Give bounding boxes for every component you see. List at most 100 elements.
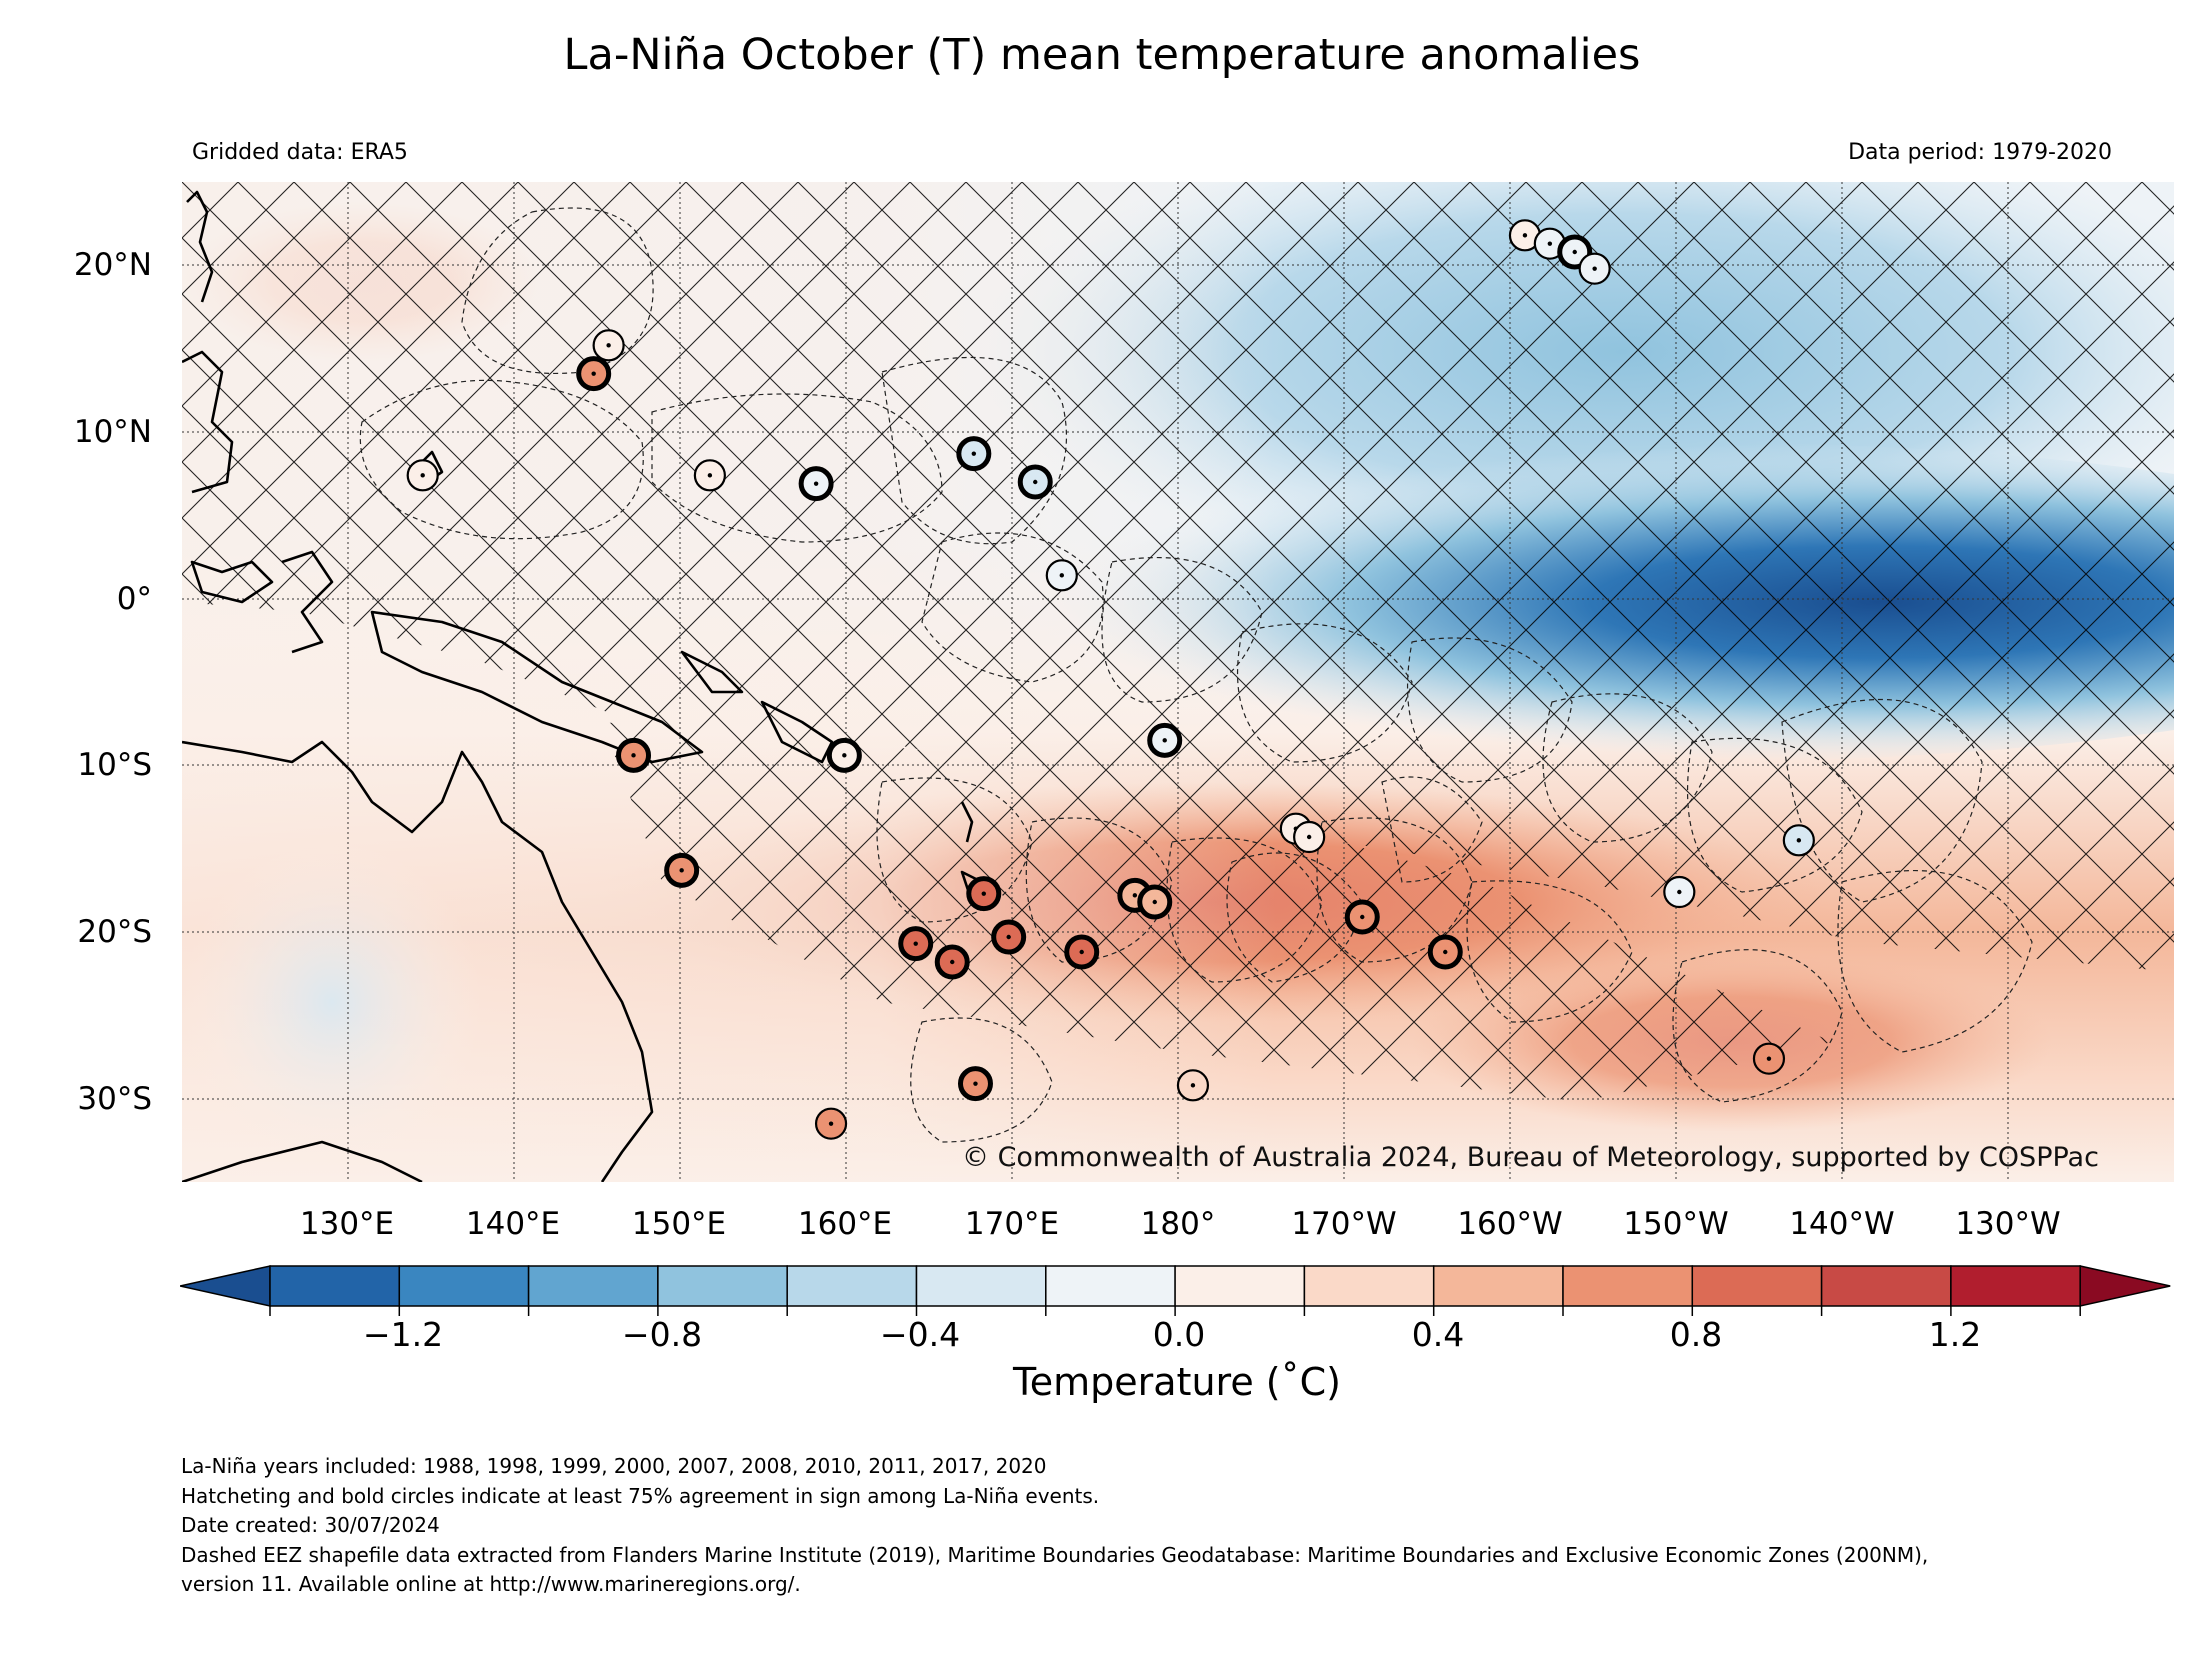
colorbar-cell — [1432, 1265, 1564, 1307]
station-island-dot — [1592, 266, 1597, 271]
taiwan-coast — [186, 190, 214, 303]
footnote-date: Date created: 30/07/2024 — [181, 1513, 440, 1537]
new-britain-coast — [680, 650, 744, 694]
station-island-dot — [679, 868, 684, 873]
lon-label-180: 180° — [1140, 1206, 1216, 1242]
colorbar-cell — [1820, 1265, 1952, 1307]
station-island-dot — [1360, 914, 1365, 920]
station-markers — [406, 219, 1815, 1140]
lon-label-150e: 150°E — [631, 1206, 727, 1242]
station-island-dot — [1677, 889, 1682, 895]
colorbar-label: Temperature (˚C) — [1013, 1360, 1341, 1404]
lat-label-0: 0° — [116, 581, 152, 617]
lat-label-30s: 30°S — [77, 1081, 152, 1117]
colorbar-cell — [527, 1265, 659, 1307]
station-island-dot — [1766, 1056, 1772, 1061]
colorbar-cell — [1950, 1265, 2081, 1307]
station-island-dot — [1006, 934, 1011, 940]
station-island-dot — [1152, 899, 1157, 905]
colorbar-tick-0.8: 0.8 — [1669, 1315, 1723, 1354]
colorbar-cell — [1045, 1265, 1176, 1307]
colorbar-cell — [1691, 1265, 1823, 1307]
station-island-dot — [981, 891, 986, 896]
lat-label-20s: 20°S — [77, 914, 152, 950]
station-island-dot — [1190, 1083, 1196, 1088]
lon-label-150w: 150°W — [1623, 1206, 1729, 1242]
station-island-dot — [950, 959, 955, 965]
colorbar-cell — [657, 1265, 788, 1307]
footnote-eez-url: version 11. Available online at http://w… — [181, 1572, 801, 1596]
colorbar-tick--0.8: −0.8 — [621, 1315, 703, 1354]
colorbar-cell — [398, 1265, 530, 1307]
colorbar-tick-1.2: 1.2 — [1928, 1315, 1982, 1354]
footnote-eez-source: Dashed EEZ shapefile data extracted from… — [181, 1542, 1929, 1567]
station-island-dot — [1522, 233, 1528, 238]
footnotes: La-Niña years included: 1988, 1998, 1999… — [181, 1452, 1928, 1600]
station-island-dot — [1572, 249, 1577, 255]
lon-label-130e: 130°E — [299, 1206, 395, 1242]
station-island-dot — [1547, 241, 1553, 246]
vanuatu-coast — [960, 801, 974, 843]
lon-label-140e: 140°E — [465, 1206, 561, 1242]
station-island-dot — [420, 473, 425, 478]
lon-label-170w: 170°W — [1291, 1206, 1397, 1242]
footnote-years: La-Niña years included: 1988, 1998, 1999… — [181, 1454, 1047, 1478]
station-island-dot — [842, 753, 847, 758]
station-island-dot — [1132, 893, 1138, 898]
solomon-coast — [760, 700, 834, 764]
lat-label-10s: 10°S — [77, 747, 152, 783]
sulawesi-coast — [281, 550, 334, 654]
colorbar-tick--0.4: −0.4 — [879, 1315, 961, 1354]
lon-label-170e: 170°E — [964, 1206, 1060, 1242]
colorbar-cell — [1562, 1265, 1694, 1307]
gridded-data-label: Gridded data: ERA5 — [192, 140, 408, 165]
colorbar-cell — [1174, 1265, 1306, 1307]
gridlines — [182, 182, 2174, 1182]
station-island-dot — [913, 941, 918, 946]
colorbar-cells — [180, 1265, 2171, 1316]
colorbar-extend-max — [2079, 1265, 2171, 1307]
colorbar-tick-0.0: 0.0 — [1152, 1315, 1206, 1354]
station-island-dot — [591, 371, 596, 376]
australia-south-coast — [182, 1140, 423, 1182]
copyright-credit: © Commonwealth of Australia 2024, Bureau… — [962, 1142, 2099, 1173]
station-island-dot — [971, 451, 977, 456]
station-island-dot — [1162, 738, 1167, 743]
station-island-dot — [1796, 838, 1802, 843]
colorbar-cell — [786, 1265, 918, 1307]
colorbar-extend-min — [180, 1265, 271, 1307]
new-guinea-coast — [370, 610, 704, 764]
lon-label-130w: 130°W — [1955, 1206, 2061, 1242]
lon-label-160w: 160°W — [1457, 1206, 1563, 1242]
page-title: La-Niña October (T) mean temperature ano… — [563, 30, 1641, 80]
lon-label-140w: 140°W — [1789, 1206, 1895, 1242]
australia-cool-patch — [182, 842, 482, 1162]
station-island-dot — [1306, 834, 1312, 840]
station-island-dot — [606, 343, 611, 348]
anomaly-map — [182, 182, 2174, 1182]
station-island-dot — [813, 481, 819, 486]
lat-label-20n: 20°N — [73, 247, 152, 283]
data-period-label: Data period: 1979-2020 — [1848, 140, 2112, 165]
colorbar-tick-0.4: 0.4 — [1411, 1315, 1465, 1354]
colorbar-cell — [1303, 1265, 1435, 1307]
lat-label-10n: 10°N — [73, 414, 152, 450]
colorbar-cell — [269, 1265, 401, 1307]
station-island-dot — [631, 753, 636, 758]
colorbar-tick--1.2: −1.2 — [362, 1315, 444, 1354]
station-island-dot — [973, 1081, 978, 1086]
colorbar — [180, 1265, 2171, 1316]
lon-label-160e: 160°E — [797, 1206, 893, 1242]
station-island-dot — [1443, 949, 1448, 955]
station-island-dot — [1059, 573, 1064, 578]
station-island-dot — [1079, 949, 1084, 955]
colorbar-cell — [915, 1265, 1047, 1307]
australia-coast — [182, 740, 654, 1182]
borneo-coast — [190, 560, 274, 604]
coastlines — [182, 190, 994, 1182]
asia-coast — [182, 350, 234, 494]
station-island-dot — [1033, 479, 1038, 485]
footnote-hatching: Hatcheting and bold circles indicate at … — [181, 1483, 1100, 1508]
station-island-dot — [707, 473, 713, 478]
station-island-dot — [828, 1121, 834, 1126]
